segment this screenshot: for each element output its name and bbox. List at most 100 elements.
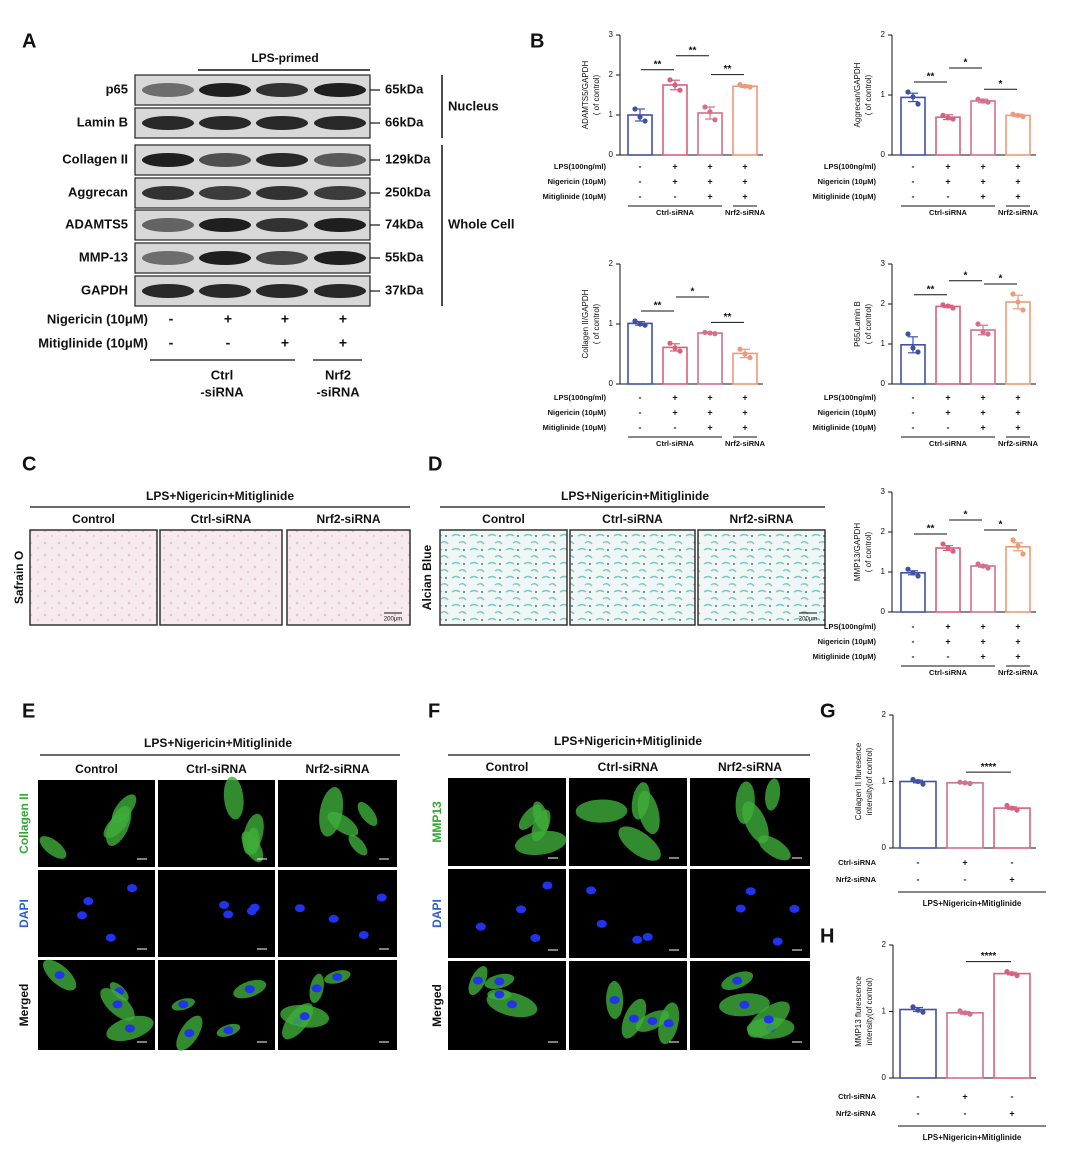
- data-point: [950, 116, 956, 122]
- data-point: [637, 114, 643, 120]
- y-tick-label: 1: [881, 90, 886, 99]
- data-point: [945, 545, 951, 551]
- blot-band: [142, 218, 194, 232]
- y-tick-label: 2: [882, 940, 887, 949]
- significance-label: **: [927, 524, 935, 535]
- nucleus: [735, 904, 746, 913]
- condition-sign: -: [947, 191, 950, 201]
- treatment-label: Mitiglinide (10μM): [38, 335, 148, 350]
- micrograph: [159, 529, 283, 626]
- y-axis-label: ADAMTS5/GAPDH: [581, 61, 590, 130]
- nucleus: [219, 900, 230, 909]
- cell-body: [515, 830, 567, 856]
- condition-label: LPS(100ng/ml): [824, 622, 877, 631]
- nucleus: [184, 1029, 195, 1038]
- data-point: [940, 541, 946, 547]
- condition-label: Nigericin (10μM): [818, 408, 877, 417]
- nucleus: [127, 884, 138, 893]
- condition-sign: +: [980, 621, 985, 631]
- bar: [697, 332, 723, 385]
- significance-label: **: [654, 59, 662, 70]
- data-point: [975, 321, 981, 327]
- cell-body: [575, 799, 628, 823]
- group-label: Ctrl: [211, 367, 233, 382]
- blot-band: [314, 116, 366, 130]
- size-label: 250kDa: [385, 184, 431, 199]
- condition-sign: -: [917, 874, 920, 884]
- micrograph: [697, 529, 826, 626]
- protein-label: Aggrecan: [68, 184, 128, 199]
- group-label: Nrf2-siRNA: [998, 439, 1039, 448]
- condition-sign: -: [639, 161, 642, 171]
- nucleus: [647, 1017, 658, 1026]
- data-point: [975, 96, 981, 102]
- condition-sign: -: [1011, 857, 1014, 867]
- condition-sign: +: [672, 392, 677, 402]
- treatment-label: Nigericin (10μM): [47, 311, 148, 326]
- nucleus: [586, 886, 597, 895]
- data-point: [910, 345, 916, 351]
- condition-sign: +: [945, 621, 950, 631]
- bar: [970, 565, 996, 613]
- nucleus: [596, 919, 607, 928]
- micrograph: [278, 870, 397, 957]
- nucleus: [76, 911, 87, 920]
- compartment-label: Nucleus: [448, 98, 499, 113]
- data-point: [1004, 969, 1010, 975]
- data-point: [707, 109, 713, 115]
- micrograph: [569, 778, 687, 866]
- micrograph: [690, 869, 810, 958]
- y-tick-label: 0: [881, 607, 886, 616]
- bar: [627, 322, 653, 385]
- condition-sign: +: [1015, 636, 1020, 646]
- micrograph: [569, 529, 696, 626]
- condition-label: Mitiglinide (10μM): [543, 423, 607, 432]
- cell-body: [111, 794, 137, 824]
- nucleus: [328, 914, 339, 923]
- nucleus: [609, 996, 620, 1005]
- nucleus: [732, 976, 743, 985]
- group-label: Ctrl-siRNA: [929, 439, 968, 448]
- condition-sign: -: [912, 191, 915, 201]
- bar: [899, 780, 937, 849]
- group-label: -siRNA: [200, 384, 244, 399]
- nucleus: [542, 881, 553, 890]
- nucleus: [628, 1014, 639, 1023]
- nucleus: [294, 904, 305, 913]
- nucleus: [249, 903, 260, 912]
- nucleus: [223, 910, 234, 919]
- nucleus: [473, 976, 484, 985]
- treatment-sign: +: [281, 335, 289, 351]
- data-point: [742, 83, 748, 89]
- blot-band: [314, 83, 366, 97]
- condition-sign: +: [945, 407, 950, 417]
- cell-body: [357, 801, 378, 826]
- blot-band: [314, 218, 366, 232]
- micrograph: [569, 869, 687, 958]
- data-point: [702, 329, 708, 335]
- data-point: [1009, 970, 1015, 977]
- condition-label: LPS(100ng/ml): [824, 393, 877, 402]
- stain-title: LPS+Nigericin+Mitiglinide: [561, 489, 709, 503]
- blot-band: [199, 83, 251, 97]
- cell-body: [223, 776, 244, 820]
- column-label: Ctrl-siRNA: [602, 512, 663, 526]
- nucleus: [299, 1012, 310, 1021]
- nucleus: [642, 932, 653, 941]
- row-label: Safrain O: [12, 551, 26, 604]
- bar: [732, 85, 758, 156]
- bar: [946, 782, 984, 849]
- y-tick-label: 1: [609, 110, 614, 119]
- condition-sign: +: [962, 857, 967, 867]
- data-point: [677, 87, 683, 93]
- data-point: [910, 776, 916, 783]
- condition-label: Nrf2-siRNA: [836, 1109, 877, 1118]
- scale-bar-label: 200μm: [384, 617, 402, 623]
- data-point: [940, 112, 946, 118]
- data-point: [910, 570, 916, 576]
- nucleus: [376, 893, 387, 902]
- bar: [697, 112, 723, 156]
- data-point: [962, 1010, 968, 1016]
